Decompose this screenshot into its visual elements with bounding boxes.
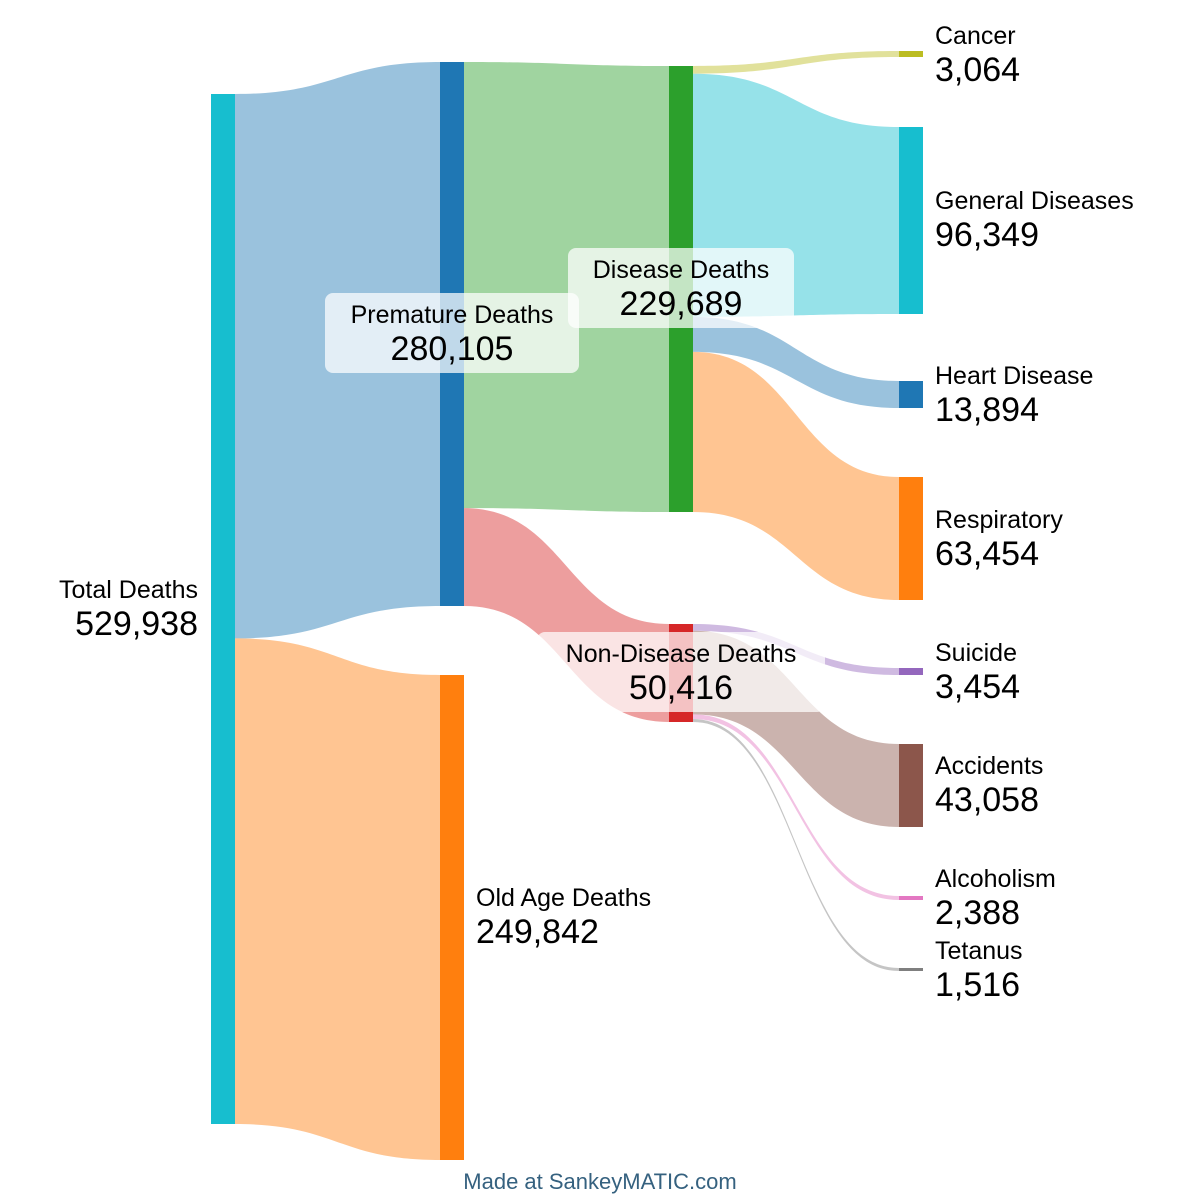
node-name-heart: Heart Disease [935, 362, 1093, 390]
node-name-disease: Disease Deaths [593, 256, 769, 284]
credit-text: Made at SankeyMATIC.com [463, 1169, 736, 1194]
node-bar-cancer [899, 51, 923, 57]
node-value-suicide: 3,454 [935, 668, 1020, 706]
flow-nondisease-to-alcoholism [693, 714, 899, 900]
node-bar-oldage [440, 675, 464, 1160]
node-name-premature: Premature Deaths [351, 301, 554, 329]
node-bar-accidents [899, 744, 923, 827]
flow-disease-to-respiratory [693, 351, 899, 600]
node-name-cancer: Cancer [935, 22, 1016, 50]
node-value-total: 529,938 [75, 605, 198, 643]
node-value-premature: 280,105 [391, 330, 514, 368]
flow-premature-to-disease [464, 62, 669, 512]
label-backdrop-premature [325, 293, 579, 373]
node-bar-tetanus [899, 968, 923, 971]
flow-disease-to-cancer [693, 51, 899, 74]
node-bar-suicide [899, 668, 923, 675]
node-bar-general [899, 127, 923, 314]
node-name-tetanus: Tetanus [935, 937, 1023, 965]
node-value-accidents: 43,058 [935, 781, 1039, 819]
node-bar-respiratory [899, 477, 923, 600]
node-bar-alcoholism [899, 896, 923, 900]
node-name-alcoholism: Alcoholism [935, 865, 1056, 893]
node-value-respiratory: 63,454 [935, 535, 1039, 573]
node-name-accidents: Accidents [935, 752, 1043, 780]
node-value-tetanus: 1,516 [935, 966, 1020, 1004]
label-backdrop-disease [568, 248, 794, 328]
node-name-suicide: Suicide [935, 639, 1017, 667]
node-name-respiratory: Respiratory [935, 506, 1063, 534]
node-name-oldage: Old Age Deaths [476, 884, 651, 912]
node-value-alcoholism: 2,388 [935, 894, 1020, 932]
node-name-total: Total Deaths [59, 576, 198, 604]
node-value-disease: 229,689 [620, 285, 743, 323]
sankey-links [235, 51, 899, 1160]
node-value-cancer: 3,064 [935, 51, 1020, 89]
node-value-nondisease: 50,416 [629, 669, 733, 707]
node-name-general: General Diseases [935, 187, 1134, 215]
node-name-nondisease: Non-Disease Deaths [566, 640, 797, 668]
flow-disease-to-heart [693, 316, 899, 408]
node-value-oldage: 249,842 [476, 913, 599, 951]
label-backdrop-nondisease [537, 632, 825, 712]
node-bar-heart [899, 381, 923, 408]
flow-total-to-oldage [235, 638, 440, 1160]
node-value-heart: 13,894 [935, 391, 1039, 429]
flow-nondisease-to-tetanus [693, 719, 899, 971]
node-bar-total [211, 94, 235, 1124]
node-value-general: 96,349 [935, 216, 1039, 254]
